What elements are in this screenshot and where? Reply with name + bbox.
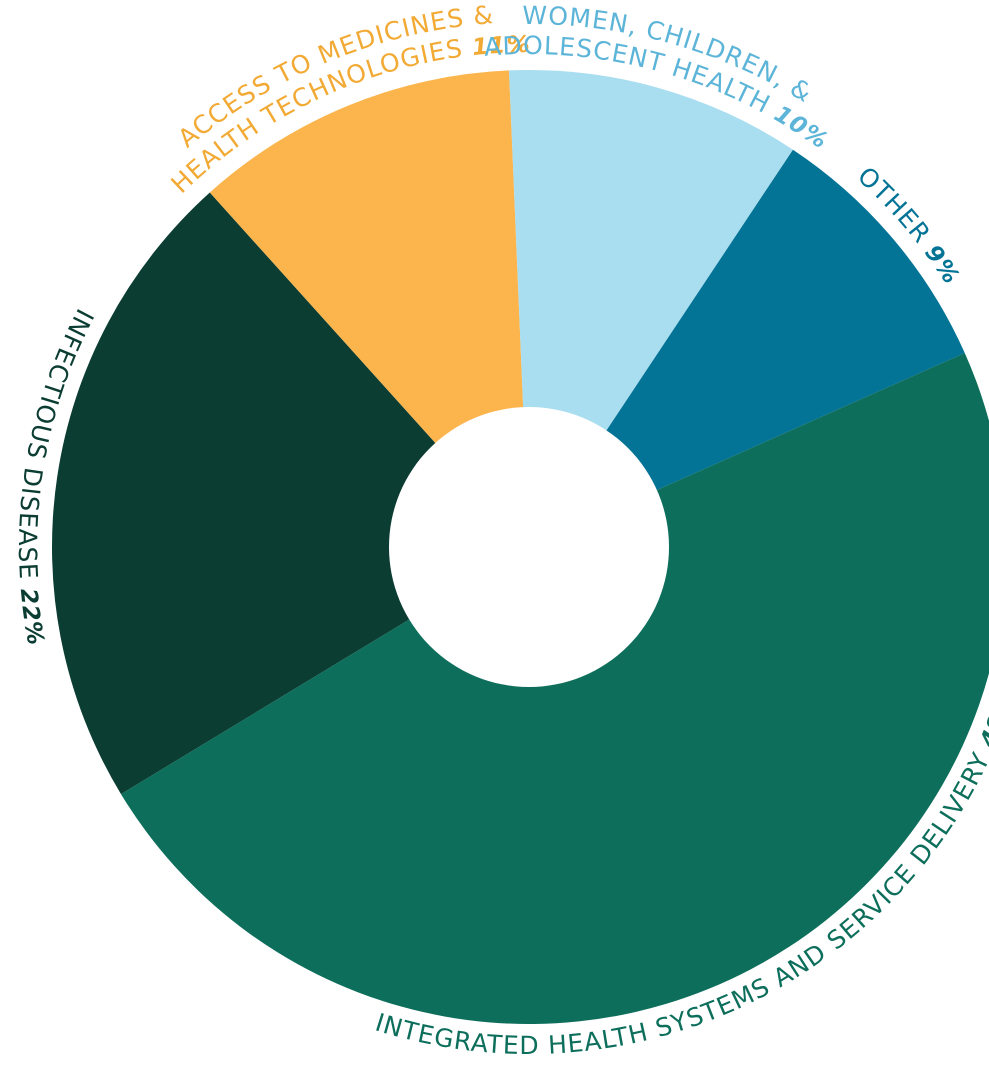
pie-slice <box>209 70 529 548</box>
pie-slice <box>52 192 529 795</box>
pie-slice <box>120 352 989 1024</box>
slice-percent-label: 11% <box>461 32 531 62</box>
slices-layer <box>52 69 989 1024</box>
pie-slice <box>529 149 965 547</box>
donut-hole <box>389 407 669 687</box>
slice-percent-label: 22% <box>14 579 48 648</box>
